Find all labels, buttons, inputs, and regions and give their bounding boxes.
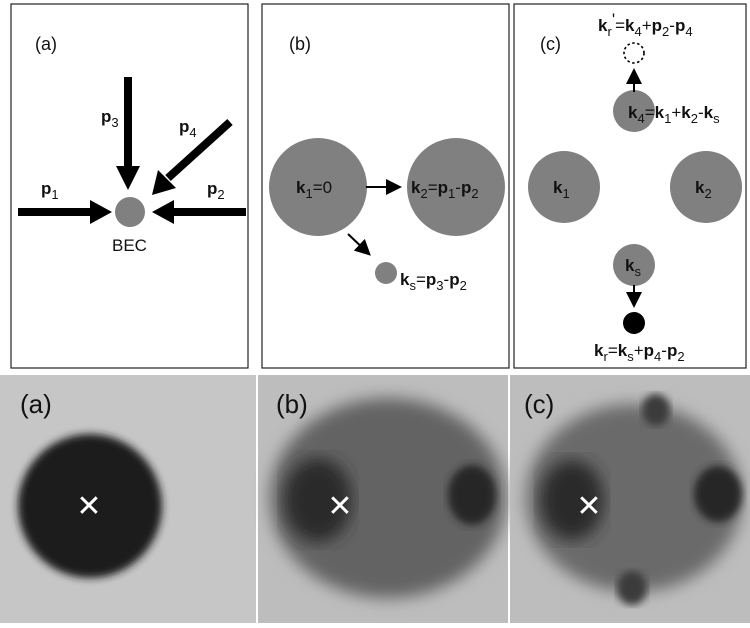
photo-c-bottom-spot: [617, 571, 647, 605]
photo-c: (c) ✕: [510, 375, 750, 623]
photo-c-left-spot: [540, 460, 604, 540]
photo-b-label: (b): [276, 389, 308, 419]
ks-label: ks=p3-p2: [400, 270, 467, 293]
kr-prime-label: kr'=k4+p2-p4: [598, 10, 693, 39]
beam-p2-arrow: [152, 200, 246, 224]
beam-p1-label: p1: [41, 179, 59, 202]
photo-c-top-spot: [642, 394, 670, 426]
photo-a-label: (a): [20, 389, 52, 419]
photo-a-center-mark: ✕: [76, 490, 101, 523]
panel-c-label: (c): [540, 34, 561, 54]
ks-label-c: ks: [625, 256, 641, 279]
k2-cloud-c: [670, 151, 742, 223]
k2-label-c: k2: [695, 178, 712, 201]
photo-b: (b) ✕: [258, 375, 508, 623]
panel-a-label: (a): [35, 34, 57, 54]
photo-c-label: (c): [524, 389, 554, 419]
kr-spot: [623, 312, 645, 334]
k1-label-c: k1: [553, 178, 570, 201]
beam-p3-label: p3: [101, 107, 119, 130]
photo-c-center-mark: ✕: [576, 490, 601, 523]
panel-b-label: (b): [289, 34, 311, 54]
k2-cloud: [407, 138, 505, 236]
arrow-k1-ks: [347, 233, 371, 256]
beam-p4-arrow: [152, 119, 233, 195]
bec-cloud: [115, 197, 145, 227]
beam-p4-label: p4: [179, 117, 197, 140]
beam-p2-label: p2: [207, 179, 225, 202]
k2-label: k2=p1-p2: [411, 178, 479, 201]
ks-cloud: [375, 262, 397, 284]
beam-p1-arrow: [18, 200, 112, 224]
k4-label: k4=k1+k2-ks: [628, 103, 720, 126]
k1-cloud-c: [528, 151, 600, 223]
k1-cloud: [269, 138, 367, 236]
k1-label: k1=0: [296, 178, 332, 201]
photo-a: (a) ✕: [0, 375, 256, 623]
ks-cloud-c: [613, 244, 655, 286]
panel-c-diagram: (c) k1 k2 ks k4=k1+k2-ks kr'=k4+p2-p4 kr…: [513, 3, 747, 369]
panel-a-diagram: (a) BEC p1 p2 p3 p4: [10, 3, 249, 369]
photo-b-right-spot: [448, 465, 496, 525]
photo-c-cloud: [526, 404, 742, 592]
beam-p3-arrow: [116, 77, 140, 190]
k4-cloud: [613, 90, 655, 132]
photo-b-left-spot: [284, 458, 352, 542]
photo-a-blob: [18, 434, 162, 578]
photo-b-cloud: [270, 398, 506, 598]
bec-label: BEC: [112, 236, 147, 255]
kr-prime-spot: [623, 42, 645, 64]
kr-label: kr=ks+p4-p2: [594, 341, 685, 364]
panel-b-diagram: (b) k1=0 k2=p1-p2 ks=p3-p2: [261, 3, 510, 369]
photo-c-right-spot: [694, 466, 742, 522]
photo-b-center-mark: ✕: [327, 490, 352, 523]
